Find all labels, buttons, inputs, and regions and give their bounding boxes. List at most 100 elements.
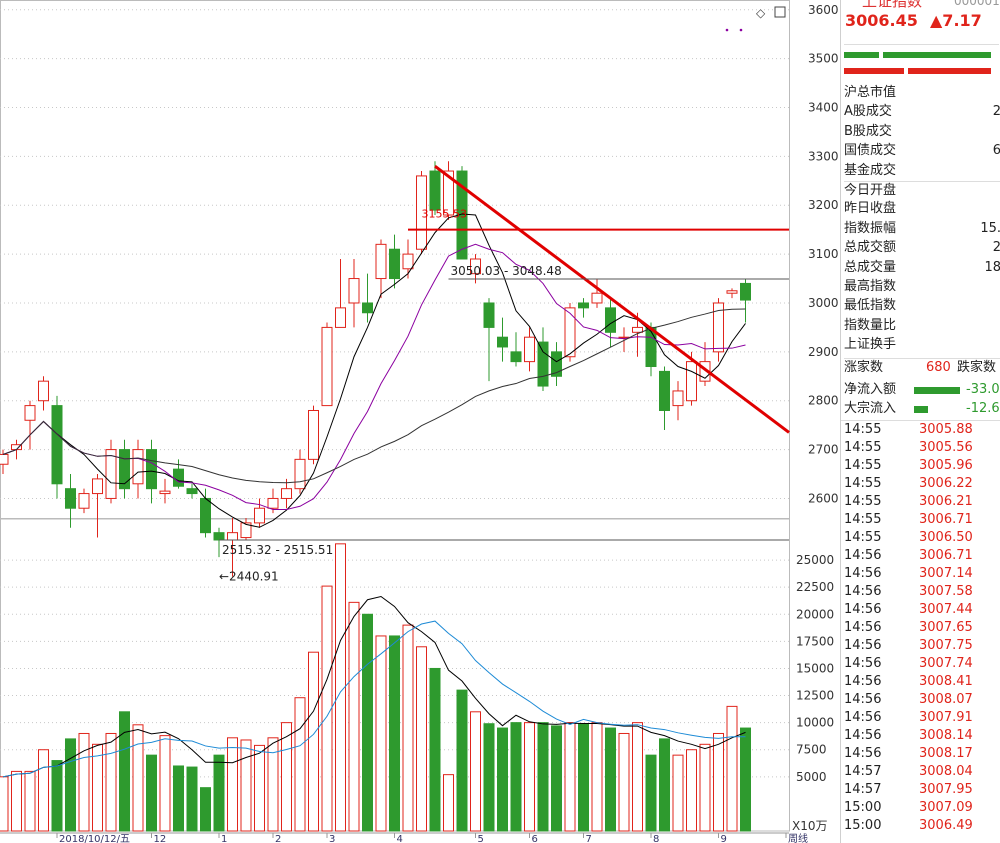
stat-label: 基金成交: [844, 162, 897, 178]
tick-price: 3006.21: [919, 494, 973, 509]
volume-bar: [294, 697, 306, 832]
advance-decline-row: 涨家数 680 跌家数: [844, 358, 1000, 377]
candle-body: [470, 258, 481, 275]
tick-row[interactable]: 14:56 3008.07: [844, 691, 1000, 709]
candle-body: [132, 449, 144, 485]
tick-price: 3007.95: [919, 782, 973, 797]
stat-row: 总成交额 2: [844, 239, 1000, 257]
kline-chart-area[interactable]: 3600 3500 3400 3300 3200 3100 3000 2900 2800 2700…: [0, 0, 840, 843]
tick-row[interactable]: 14:57 3007.95: [844, 781, 1000, 799]
tick-row[interactable]: 14:56 3007.65: [844, 619, 1000, 637]
tick-price: 3006.71: [919, 512, 973, 527]
stat-label: 昨日收盘: [844, 201, 897, 217]
candle-body: [510, 351, 522, 363]
stat-row: B股成交: [844, 123, 1000, 141]
candle-body: [375, 243, 387, 280]
tick-row[interactable]: 14:55 3006.22: [844, 475, 1000, 493]
x-tick-label: 6: [532, 834, 538, 843]
price-tick-label: 2800: [808, 394, 839, 408]
panel-toggle-icon[interactable]: [774, 6, 786, 18]
tick-time: 14:57: [844, 782, 882, 797]
candle-body: [65, 488, 76, 509]
tick-row[interactable]: 14:56 3007.44: [844, 601, 1000, 619]
stat-label: 沪总市值: [844, 85, 897, 100]
volume-bar: [281, 722, 292, 832]
tick-price: 3007.74: [919, 656, 973, 671]
tick-row[interactable]: 14:56 3007.74: [844, 655, 1000, 673]
tick-time: 14:55: [844, 494, 882, 509]
stat-value: 18: [984, 259, 1000, 275]
tick-row[interactable]: 14:55 3006.50: [844, 529, 1000, 547]
tick-price: 3008.14: [919, 728, 973, 743]
x-tick-label: 12: [154, 834, 167, 843]
candle-body: [119, 449, 130, 490]
candle-body: [713, 302, 724, 353]
volume-bar: [267, 737, 279, 832]
x-tick-label: 周线: [788, 832, 808, 843]
range-high-label: 3050.03 - 3048.48: [451, 264, 562, 278]
volume-bar: [38, 749, 49, 832]
tick-row[interactable]: 14:56 3008.14: [844, 727, 1000, 745]
volume-tick-label: 12500: [796, 689, 834, 703]
stat-row: 基金成交: [844, 162, 1000, 180]
tick-time: 14:55: [844, 440, 882, 455]
kline-chart[interactable]: 3600 3500 3400 3300 3200 3100 3000 2900 2800 2700…: [0, 0, 840, 843]
tick-row[interactable]: 14:57 3008.04: [844, 763, 1000, 781]
tick-row[interactable]: 14:55 3005.96: [844, 457, 1000, 475]
tick-time: 14:57: [844, 764, 882, 779]
tick-row[interactable]: 15:00 3007.09: [844, 799, 1000, 817]
candle-body: [186, 488, 198, 495]
volume-bar: [362, 613, 373, 832]
sell-bar: [844, 68, 904, 74]
candle-body: [726, 290, 738, 294]
tick-row[interactable]: 14:56 3008.17: [844, 745, 1000, 763]
stat-label: 上证换手: [844, 337, 897, 353]
tick-price: 3007.09: [919, 800, 973, 815]
volume-bar: [213, 754, 225, 832]
tick-row[interactable]: 14:56 3007.14: [844, 565, 1000, 583]
index-price: 3006.45: [845, 11, 918, 30]
tick-row[interactable]: 14:56 3007.75: [844, 637, 1000, 655]
tick-price: 3005.96: [919, 458, 973, 473]
tick-row[interactable]: 14:55 3006.21: [844, 493, 1000, 511]
tick-row[interactable]: 14:55 3005.56: [844, 439, 1000, 457]
x-tick-label: 3: [329, 834, 335, 843]
resist-mark-label: 3155.53: [422, 207, 468, 220]
volume-ma10-line: [2, 620, 746, 778]
tick-row[interactable]: 14:56 3007.91: [844, 709, 1000, 727]
tick-time: 14:56: [844, 620, 882, 635]
tick-list[interactable]: 14:55 3005.88 14:55 3005.56 14:55 3005.96 14:5…: [841, 420, 1000, 833]
x-tick-label: 5: [478, 834, 484, 843]
candle-body: [254, 507, 265, 524]
tick-row[interactable]: 14:55 3006.71: [844, 511, 1000, 529]
price-tick-label: 3400: [808, 101, 839, 115]
tick-row[interactable]: 15:00 3006.49: [844, 817, 1000, 835]
volume-bar: [24, 770, 36, 832]
candle-body: [146, 449, 157, 490]
marker-dot: [739, 28, 743, 32]
tick-row[interactable]: 14:56 3007.58: [844, 583, 1000, 601]
volume-bar: [591, 722, 603, 832]
tick-price: 3008.04: [919, 764, 973, 779]
tick-row[interactable]: 14:56 3006.71: [844, 547, 1000, 565]
up-label: 涨家数: [844, 360, 884, 375]
block-inflow-value: -12.6: [966, 401, 1000, 416]
tick-row[interactable]: 14:55 3005.88: [844, 421, 1000, 439]
volume-bar: [348, 601, 360, 832]
volume-bar: [578, 723, 589, 832]
tick-row[interactable]: 14:56 3008.41: [844, 673, 1000, 691]
volume-tick-label: 5000: [796, 770, 827, 784]
block-inflow-label: 大宗流入: [844, 401, 897, 416]
volume-tick-label: 22500: [796, 580, 834, 594]
tick-time: 14:56: [844, 692, 882, 707]
volume-tick-label: 10000: [796, 716, 834, 730]
tick-time: 14:56: [844, 548, 882, 563]
volume-tick-label: 15000: [796, 661, 834, 675]
volume-bar: [443, 774, 454, 832]
candle-body: [443, 170, 454, 216]
volume-bar: [321, 585, 333, 832]
price-header: 上证指数 000001 3006.45 ▲7.17: [844, 0, 1000, 45]
volume-bar: [146, 754, 157, 832]
stat-row: 上证换手: [844, 336, 1000, 354]
candle-body: [537, 341, 549, 387]
